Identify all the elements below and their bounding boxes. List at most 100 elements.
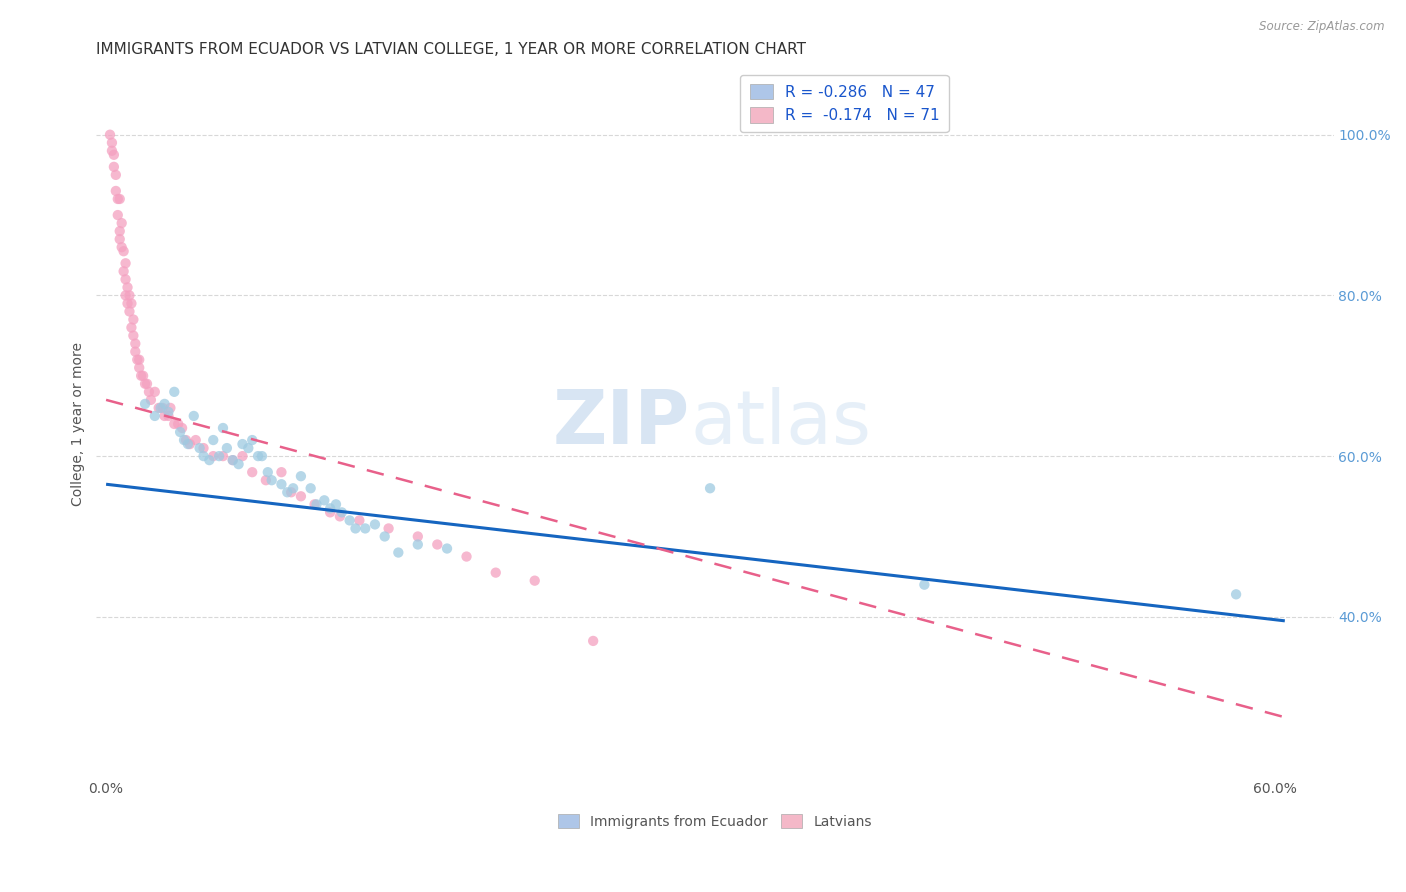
Point xyxy=(254,473,277,487)
Point xyxy=(157,405,180,419)
Point xyxy=(179,437,201,451)
Text: atlas: atlas xyxy=(690,387,872,460)
Point xyxy=(117,296,139,310)
Point xyxy=(134,376,156,391)
Point xyxy=(699,481,721,495)
Point xyxy=(436,541,458,556)
Point xyxy=(104,184,127,198)
Point xyxy=(153,409,176,423)
Point xyxy=(912,577,935,591)
Point xyxy=(149,401,172,415)
Point xyxy=(101,144,124,158)
Point xyxy=(124,344,146,359)
Point xyxy=(202,433,225,447)
Point xyxy=(281,481,304,495)
Point xyxy=(456,549,478,564)
Point xyxy=(143,384,166,399)
Point xyxy=(120,320,142,334)
Point xyxy=(208,449,231,463)
Point xyxy=(159,401,181,415)
Point xyxy=(193,449,215,463)
Point xyxy=(170,421,193,435)
Point xyxy=(112,244,135,259)
Legend: Immigrants from Ecuador, Latvians: Immigrants from Ecuador, Latvians xyxy=(553,808,877,834)
Point xyxy=(120,296,142,310)
Point xyxy=(325,497,347,511)
Point xyxy=(139,392,162,407)
Point xyxy=(256,465,278,479)
Point xyxy=(222,453,245,467)
Point xyxy=(122,328,145,343)
Point xyxy=(163,384,186,399)
Point xyxy=(107,208,129,222)
Point xyxy=(290,469,312,483)
Point xyxy=(523,574,546,588)
Point xyxy=(582,634,605,648)
Point xyxy=(122,312,145,326)
Point xyxy=(231,449,253,463)
Point xyxy=(114,256,136,270)
Point xyxy=(108,192,131,206)
Point xyxy=(228,457,250,471)
Point xyxy=(153,397,176,411)
Point xyxy=(111,240,134,254)
Point xyxy=(329,509,352,524)
Point xyxy=(270,465,292,479)
Point xyxy=(319,505,342,519)
Point xyxy=(138,384,160,399)
Point xyxy=(354,521,377,535)
Text: ZIP: ZIP xyxy=(553,387,690,460)
Point xyxy=(132,368,155,383)
Point xyxy=(128,360,150,375)
Point xyxy=(212,449,235,463)
Point xyxy=(98,128,121,142)
Point xyxy=(104,168,127,182)
Point xyxy=(107,192,129,206)
Point xyxy=(238,441,260,455)
Point xyxy=(101,136,124,150)
Point xyxy=(202,449,225,463)
Point xyxy=(222,453,245,467)
Point xyxy=(299,481,322,495)
Point xyxy=(212,421,235,435)
Point xyxy=(304,497,326,511)
Point xyxy=(231,437,253,451)
Point xyxy=(260,473,283,487)
Point xyxy=(103,160,125,174)
Point xyxy=(250,449,273,463)
Point xyxy=(280,485,302,500)
Point xyxy=(377,521,399,535)
Point xyxy=(339,513,361,527)
Y-axis label: College, 1 year or more: College, 1 year or more xyxy=(72,342,86,506)
Point xyxy=(188,441,211,455)
Point xyxy=(215,441,238,455)
Point xyxy=(349,513,371,527)
Point xyxy=(305,497,328,511)
Point xyxy=(177,437,200,451)
Point xyxy=(108,224,131,238)
Point xyxy=(112,264,135,278)
Point xyxy=(387,545,409,559)
Point xyxy=(290,489,312,503)
Point xyxy=(108,232,131,246)
Point xyxy=(136,376,159,391)
Point xyxy=(143,409,166,423)
Point xyxy=(374,529,396,543)
Point xyxy=(240,433,263,447)
Point xyxy=(114,272,136,286)
Point xyxy=(330,505,353,519)
Point xyxy=(173,433,195,447)
Point xyxy=(124,336,146,351)
Point xyxy=(270,477,292,491)
Point xyxy=(240,465,263,479)
Point xyxy=(276,485,298,500)
Point xyxy=(129,368,152,383)
Point xyxy=(103,148,125,162)
Point xyxy=(167,417,190,431)
Point xyxy=(152,401,174,415)
Point xyxy=(111,216,134,230)
Point xyxy=(163,417,186,431)
Text: IMMIGRANTS FROM ECUADOR VS LATVIAN COLLEGE, 1 YEAR OR MORE CORRELATION CHART: IMMIGRANTS FROM ECUADOR VS LATVIAN COLLE… xyxy=(97,42,807,57)
Point xyxy=(118,304,141,318)
Point xyxy=(426,537,449,551)
